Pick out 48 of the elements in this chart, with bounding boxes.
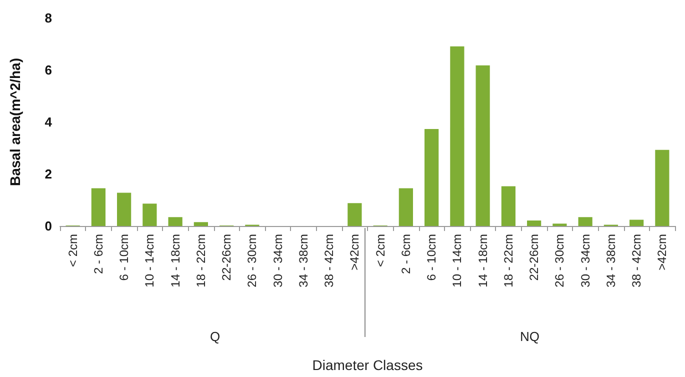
y-tick-label: 6 bbox=[44, 62, 52, 78]
x-tick-label: 30 - 34cm bbox=[270, 234, 285, 288]
x-tick-label: 26 - 30cm bbox=[245, 234, 260, 288]
bar bbox=[142, 204, 157, 226]
bar bbox=[424, 129, 439, 226]
x-tick-label: 6 - 10cm bbox=[117, 234, 132, 281]
y-tick-label: 2 bbox=[44, 166, 52, 182]
x-tick-label: 34 - 38cm bbox=[604, 234, 618, 288]
x-tick-label: >42cm bbox=[348, 234, 362, 270]
x-tick-label: 30 - 34cm bbox=[578, 234, 592, 288]
x-tick-label: 26 - 30cm bbox=[552, 234, 567, 288]
x-tick-label: 10 - 14cm bbox=[142, 234, 157, 288]
bar bbox=[168, 217, 182, 226]
text: NQ bbox=[520, 329, 540, 344]
x-tick-label: 14 - 18cm bbox=[476, 234, 490, 288]
bar bbox=[578, 217, 592, 226]
bar bbox=[630, 220, 644, 226]
x-axis-title: Diameter Classes bbox=[312, 357, 423, 373]
y-tick-label: 8 bbox=[44, 10, 52, 26]
x-tick-label: 22-26cm bbox=[527, 234, 542, 281]
x-tick-label: < 2cm bbox=[66, 234, 80, 268]
bar bbox=[476, 65, 490, 226]
x-tick-label: 2 - 6cm bbox=[398, 234, 413, 274]
bar bbox=[655, 150, 670, 226]
x-tick-label: 2 - 6cm bbox=[91, 234, 106, 274]
bar bbox=[450, 46, 464, 226]
x-tick-label: 38 - 42cm bbox=[322, 234, 336, 288]
x-tick-label: 6 - 10cm bbox=[424, 234, 439, 281]
bar bbox=[348, 203, 362, 226]
bar bbox=[91, 188, 106, 226]
bar bbox=[117, 192, 132, 226]
bar bbox=[501, 186, 516, 226]
y-tick-label: 0 bbox=[44, 218, 52, 234]
x-tick-label: 34 - 38cm bbox=[296, 234, 310, 288]
bar bbox=[398, 188, 413, 226]
y-axis-title: Basal area(m^2/ha) bbox=[7, 58, 23, 186]
bar bbox=[194, 222, 208, 226]
x-tick-label: >42cm bbox=[655, 234, 670, 270]
x-tick-label: 18 - 22cm bbox=[194, 234, 208, 288]
x-tick-label: 14 - 18cm bbox=[168, 234, 182, 288]
x-tick-label: < 2cm bbox=[373, 234, 388, 268]
bar bbox=[527, 220, 542, 226]
text: Q bbox=[210, 329, 220, 344]
x-tick-label: 10 - 14cm bbox=[450, 234, 464, 288]
y-tick-label: 4 bbox=[44, 114, 53, 130]
x-tick-label: 38 - 42cm bbox=[630, 234, 644, 288]
x-tick-label: 18 - 22cm bbox=[501, 234, 516, 288]
x-tick-label: 22-26cm bbox=[220, 234, 234, 281]
